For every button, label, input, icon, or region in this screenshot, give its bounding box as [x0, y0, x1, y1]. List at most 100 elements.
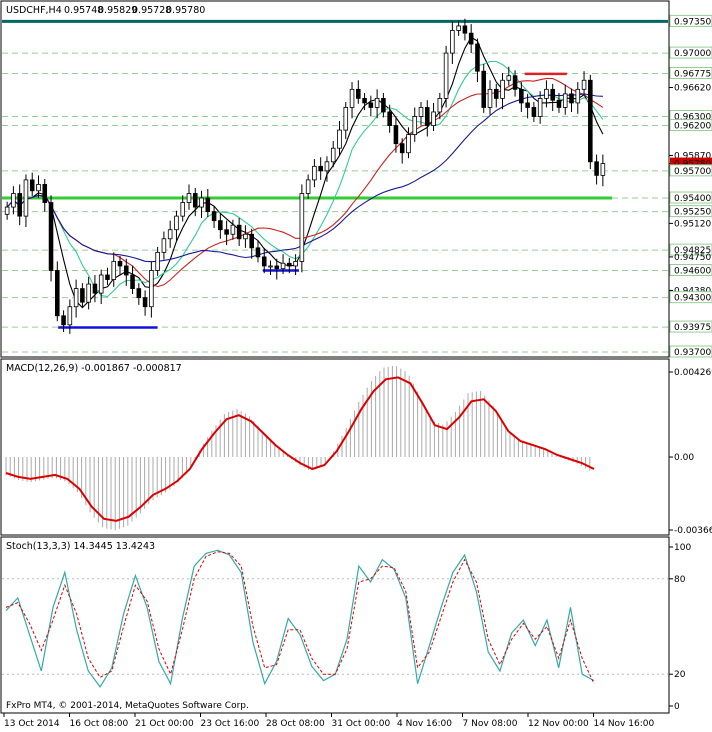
price-tick-label: 0.95700 [674, 167, 711, 177]
candle-body [261, 256, 267, 267]
candle-body [80, 288, 85, 303]
candle-body [236, 224, 242, 240]
time-tick-label: 14 Nov 16:00 [594, 719, 655, 729]
time-tick-label: 13 Oct 2014 [4, 719, 60, 729]
price-tick-label: 0.96620 [674, 84, 711, 94]
candle-body [362, 97, 367, 104]
candle-body [305, 179, 311, 194]
stoch-tick-label: 20 [674, 670, 686, 680]
candle-body [356, 88, 361, 99]
candle-body [544, 88, 549, 99]
candle-body [450, 30, 455, 54]
candle-body [550, 88, 555, 101]
candle-body [11, 193, 16, 208]
candle-body [374, 97, 380, 108]
macd-title: MACD(12,26,9) -0.001867 -0.000817 [6, 363, 182, 374]
price-tick-label: 0.95120 [674, 219, 711, 229]
candle-body [105, 274, 110, 280]
candle-body [406, 134, 411, 154]
ma-blue-line [6, 93, 603, 263]
price-tick-label: 0.96200 [674, 122, 711, 132]
candle-body [594, 161, 599, 176]
price-tick-label: 0.94600 [674, 266, 711, 276]
candle-body [48, 202, 54, 271]
ohlc-value: 0.95829 [98, 5, 137, 16]
macd-tick-label: -0.003664 [674, 526, 712, 536]
price-tick-label: 0.96775 [674, 69, 711, 79]
candle-body [556, 99, 562, 108]
candle-body [274, 265, 280, 270]
candle-body [29, 179, 35, 192]
candle-body [180, 202, 185, 217]
ohlc-value: 0.95728 [132, 5, 171, 16]
candle-body [525, 102, 530, 108]
time-tick-label: 16 Oct 08:00 [70, 719, 129, 729]
macd-tick-label: 0.004269 [674, 368, 712, 378]
candle-body [255, 247, 261, 258]
candle-body [588, 79, 593, 163]
candle-body [519, 88, 524, 104]
candle-body [562, 93, 568, 108]
candle-body [36, 184, 41, 192]
candle-body [506, 75, 512, 81]
candle-body [17, 193, 22, 217]
time-tick-label: 23 Oct 16:00 [201, 719, 260, 729]
current-price-box [670, 157, 712, 169]
time-tick-label: 12 Nov 00:00 [528, 719, 589, 729]
time-tick-label: 21 Oct 00:00 [135, 719, 194, 729]
candle-body [437, 97, 443, 113]
candle-body [468, 32, 474, 45]
price-label-box [669, 164, 712, 177]
candle-body [443, 52, 449, 99]
price-label-box [669, 345, 712, 358]
stoch-tick-label: 80 [674, 575, 686, 585]
candle-body [481, 70, 486, 108]
candle-body [61, 315, 66, 326]
candle-body [343, 107, 349, 131]
price-tick-label: 0.93975 [674, 323, 711, 333]
candle-body [312, 165, 317, 181]
stoch-title: Stoch(13,3,3) 14.3445 13.4243 [6, 541, 155, 552]
time-tick-label: 28 Oct 08:00 [266, 719, 325, 729]
footer-copyright: FxPro MT4, © 2001-2014, MetaQuotes Softw… [6, 701, 249, 711]
time-axis: 13 Oct 2014 16 Oct 08:00 21 Oct 00:00 23 Oc… [3, 713, 655, 729]
candle-body [600, 163, 606, 176]
candle-body [130, 274, 135, 289]
time-tick-label: 31 Oct 00:00 [332, 719, 391, 729]
candle-body [86, 283, 91, 303]
candle-body [381, 97, 386, 113]
candle-body [387, 111, 392, 126]
price-label-box [669, 119, 712, 132]
stoch-tick-label: 0 [674, 702, 680, 712]
candle-body [531, 107, 537, 117]
candle-body [149, 270, 154, 308]
macd-panel: 0.004269 0.00 -0.003664 MACD(12,26,9) -0.0… [0, 358, 712, 536]
price-title: USDCHF,H4 [6, 5, 62, 16]
candle-body [475, 43, 480, 72]
candle-body [424, 107, 430, 126]
candle-body [293, 261, 298, 267]
candle-body [368, 102, 374, 108]
candle-body [393, 125, 399, 145]
candle-body [462, 25, 468, 34]
candle-body [337, 129, 342, 149]
price-tick-label: 0.95250 [674, 208, 711, 218]
price-tick-label: 0.95870 [674, 151, 711, 161]
candle-body [192, 193, 198, 208]
price-tick-label: 0.96300 [674, 113, 711, 123]
candle-body [487, 88, 493, 108]
candle-body [399, 143, 405, 154]
price-label-box [669, 263, 712, 276]
candle-body [224, 229, 229, 235]
candle-body [500, 79, 505, 99]
candle-body [431, 111, 436, 126]
candle-body [268, 265, 273, 268]
stoch-tick-label: 100 [674, 543, 691, 553]
price-tick-label: 0.95400 [674, 194, 711, 204]
candle-body [249, 233, 254, 249]
candle-body [349, 88, 355, 108]
candle-body [73, 288, 79, 308]
candle-body [512, 75, 518, 90]
price-tick-label: 0.97350 [674, 17, 711, 27]
